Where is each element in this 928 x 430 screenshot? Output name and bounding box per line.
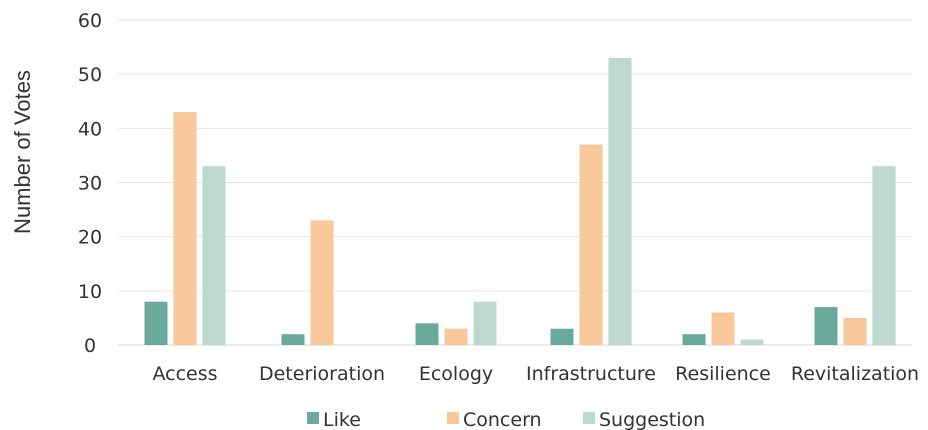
bars (144, 57, 896, 346)
legend: Like Concern Suggestion (307, 409, 705, 430)
bar-concern-revitalization (843, 317, 867, 345)
y-tick-label: 10 (78, 281, 102, 303)
bar-concern-infrastructure (579, 144, 603, 345)
bar-like-access (144, 301, 168, 345)
legend-label: Suggestion (599, 409, 705, 430)
bar-concern-access (173, 112, 197, 345)
bar-concern-resilience (711, 312, 735, 345)
bar-suggestion-access (202, 166, 226, 345)
y-tick-label: 60 (78, 10, 102, 32)
bar-like-resilience (682, 334, 706, 345)
bar-like-infrastructure (550, 328, 574, 345)
y-axis-ticks: 0 10 20 30 40 50 60 (78, 10, 102, 357)
x-tick-label: Resilience (675, 363, 771, 385)
x-tick-label: Infrastructure (526, 363, 656, 385)
y-tick-label: 50 (78, 64, 102, 86)
bar-like-revitalization (814, 307, 838, 345)
x-tick-label: Revitalization (791, 363, 919, 385)
legend-swatch (447, 412, 459, 424)
bar-suggestion-revitalization (872, 166, 896, 345)
x-tick-label: Access (152, 363, 217, 385)
y-tick-label: 40 (78, 118, 102, 140)
bar-suggestion-infrastructure (608, 57, 632, 346)
bar-like-ecology (415, 323, 439, 345)
bar-concern-ecology (444, 328, 468, 345)
legend-item-suggestion: Suggestion (583, 409, 705, 430)
legend-swatch (583, 412, 595, 424)
legend-label: Concern (463, 409, 542, 430)
legend-label: Like (323, 409, 361, 430)
bar-like-deterioration (281, 334, 305, 345)
legend-item-like: Like (307, 409, 361, 430)
legend-swatch (307, 412, 319, 424)
y-tick-label: 0 (84, 335, 96, 357)
y-tick-label: 20 (78, 227, 102, 249)
y-axis-title: Number of Votes (10, 70, 35, 234)
x-tick-label: Ecology (419, 363, 493, 385)
y-tick-label: 30 (78, 173, 102, 195)
bar-suggestion-resilience (740, 339, 764, 345)
bar-concern-deterioration (310, 220, 334, 345)
bar-suggestion-ecology (473, 301, 497, 345)
x-tick-label: Deterioration (259, 363, 385, 385)
gridlines (118, 19, 912, 346)
legend-item-concern: Concern (447, 409, 542, 430)
x-axis-labels: Access Deterioration Ecology Infrastructure… (152, 363, 919, 385)
